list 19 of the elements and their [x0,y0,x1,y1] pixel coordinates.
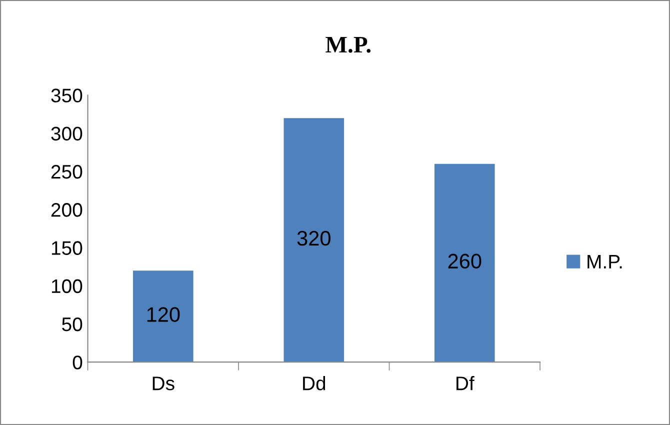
x-tick-label: Df [456,376,474,390]
y-tick-label: 150 [52,241,82,255]
data-label: 320 [297,230,330,246]
data-label: 260 [448,254,482,269]
y-tick-label: 0 [72,356,82,370]
y-tick-label: 200 [51,203,82,217]
data-label: 120 [147,307,180,322]
y-tick-label: 50 [62,317,82,332]
legend-label: M.P. [588,255,622,268]
y-tick-label: 300 [51,126,82,141]
x-tick-label: Ds [152,376,174,390]
y-tick-label: 350 [51,88,82,102]
bar [284,118,344,362]
bar [132,270,194,362]
bar [434,164,495,362]
y-tick-label: 250 [51,164,82,179]
chart-title: M.P. [326,36,371,53]
y-tick-label: 100 [52,279,82,294]
x-tick-label: Dd [303,376,326,390]
